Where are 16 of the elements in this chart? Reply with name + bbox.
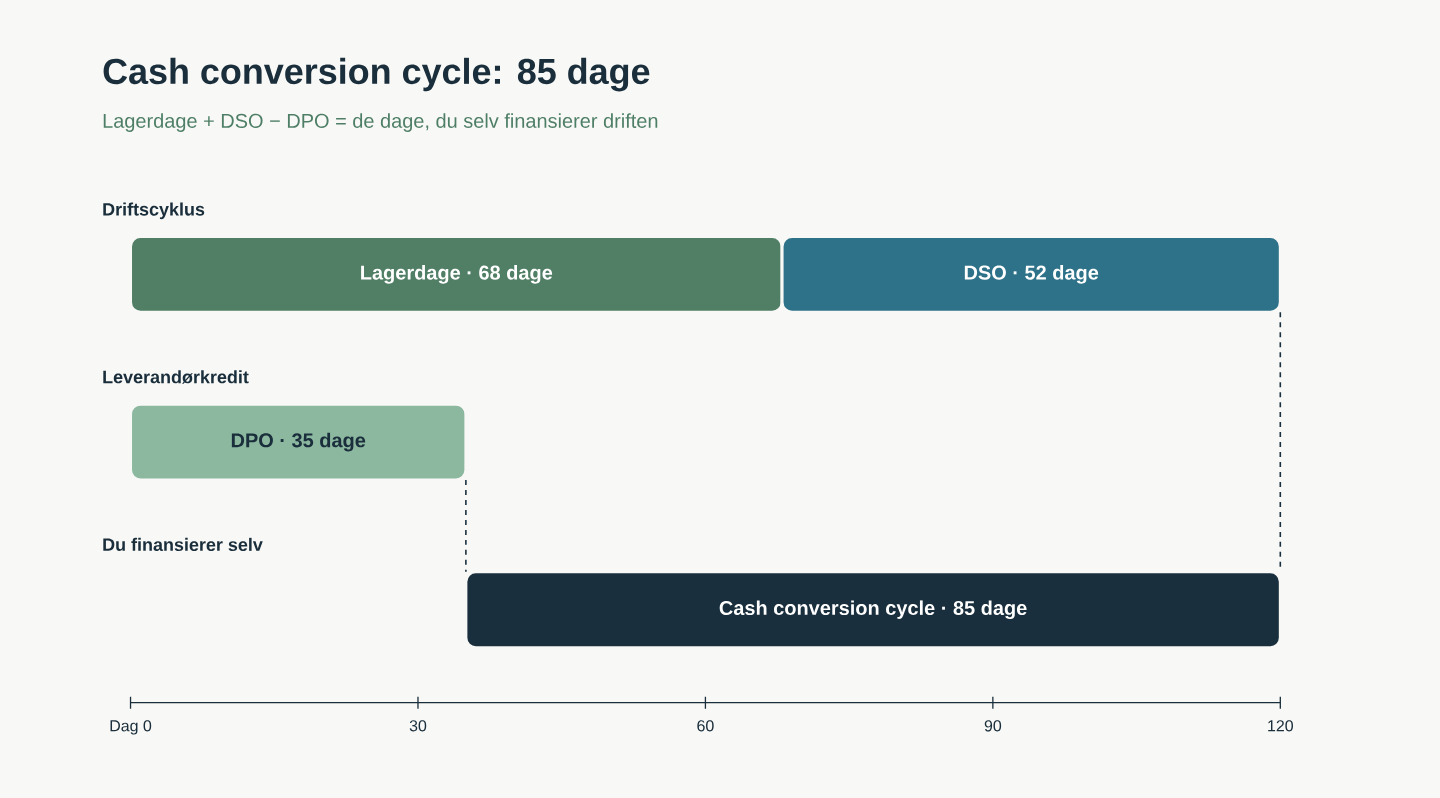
x-tick-label: 90 (984, 719, 1002, 732)
chart-subtitle: Lagerdage + DSO − DPO = de dage, du selv finansierer driften (103, 113, 658, 132)
y-tick-label: Leverandørkredit (103, 369, 249, 384)
x-tick-label: Dag 0 (110, 719, 152, 735)
data-label: DPO · 35 dage (231, 432, 366, 452)
x-tick-label: 120 (1268, 719, 1293, 732)
y-tick-label: Driftscyklus (103, 202, 205, 220)
y-tick-label: Du finansierer selv (103, 537, 263, 551)
data-label: Lagerdage · 68 dage (361, 264, 553, 284)
chart-title: Cash conversion cycle: 85 dage (103, 57, 650, 92)
data-label: DSO · 52 dage (964, 264, 1099, 284)
bar (129, 402, 468, 482)
bar (464, 570, 1282, 649)
data-label: Cash conversion cycle · 85 dage (719, 600, 1027, 619)
x-tick-label: 60 (697, 719, 714, 732)
x-tick-label: 30 (409, 719, 427, 732)
